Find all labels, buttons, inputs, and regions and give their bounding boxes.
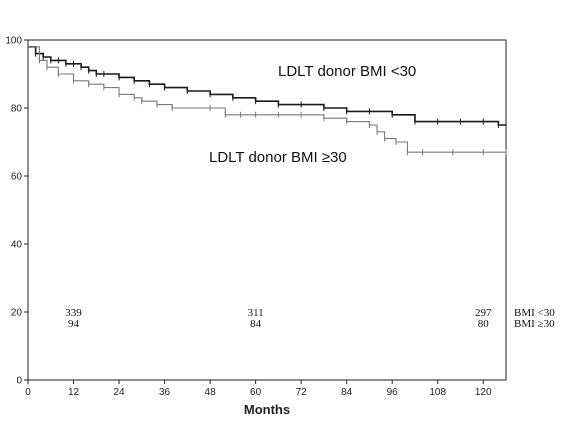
y-tick-label-80: 80: [11, 104, 23, 115]
y-tick-label-60: 60: [11, 172, 23, 183]
x-tick-label-84: 84: [341, 387, 353, 398]
x-tick-label-120: 120: [475, 387, 492, 398]
at-risk-table: 339 311 297 BMI <30 94 84 80 BMI ≥30: [65, 307, 555, 330]
at-risk-count-1-0: 94: [68, 318, 80, 330]
curve-label-bmi-over-30: LDLT donor BMI ≥30: [209, 149, 347, 166]
y-axis: 0 20 40 60 80 100: [5, 36, 28, 387]
x-tick-label-96: 96: [387, 387, 399, 398]
curve-labels: LDLT donor BMI <30 LDLT donor BMI ≥30: [209, 63, 416, 166]
x-tick-label-0: 0: [25, 387, 31, 398]
x-axis: 0 12 24 36 48 60 72 84 96 108 120: [25, 380, 492, 398]
at-risk-count-0-1: 311: [248, 307, 264, 319]
x-tick-label-24: 24: [113, 387, 125, 398]
y-tick-label-100: 100: [5, 36, 22, 47]
x-tick-label-60: 60: [250, 387, 262, 398]
x-tick-label-12: 12: [68, 387, 80, 398]
curve-label-bmi-under-30: LDLT donor BMI <30: [278, 63, 416, 80]
series-line-0: [28, 46, 506, 126]
plot-border: [27, 39, 507, 381]
x-tick-label-48: 48: [205, 387, 217, 398]
at-risk-count-0-2: 297: [475, 307, 492, 319]
x-tick-label-108: 108: [429, 387, 446, 398]
at-risk-row-label-0: BMI <30: [514, 307, 555, 319]
at-risk-count-1-1: 84: [250, 318, 262, 330]
y-tick-label-40: 40: [11, 240, 23, 251]
survival-curves: [28, 46, 507, 156]
series-line-1: [28, 46, 506, 153]
y-tick-label-20: 20: [11, 308, 23, 319]
at-risk-count-1-2: 80: [478, 318, 490, 330]
at-risk-row-label-1: BMI ≥30: [514, 318, 555, 330]
x-tick-label-36: 36: [159, 387, 171, 398]
at-risk-count-0-0: 339: [65, 307, 82, 319]
x-axis-title: Months: [244, 402, 290, 417]
y-tick-label-0: 0: [16, 376, 22, 387]
x-tick-label-72: 72: [296, 387, 308, 398]
plot-frame: [27, 39, 507, 381]
